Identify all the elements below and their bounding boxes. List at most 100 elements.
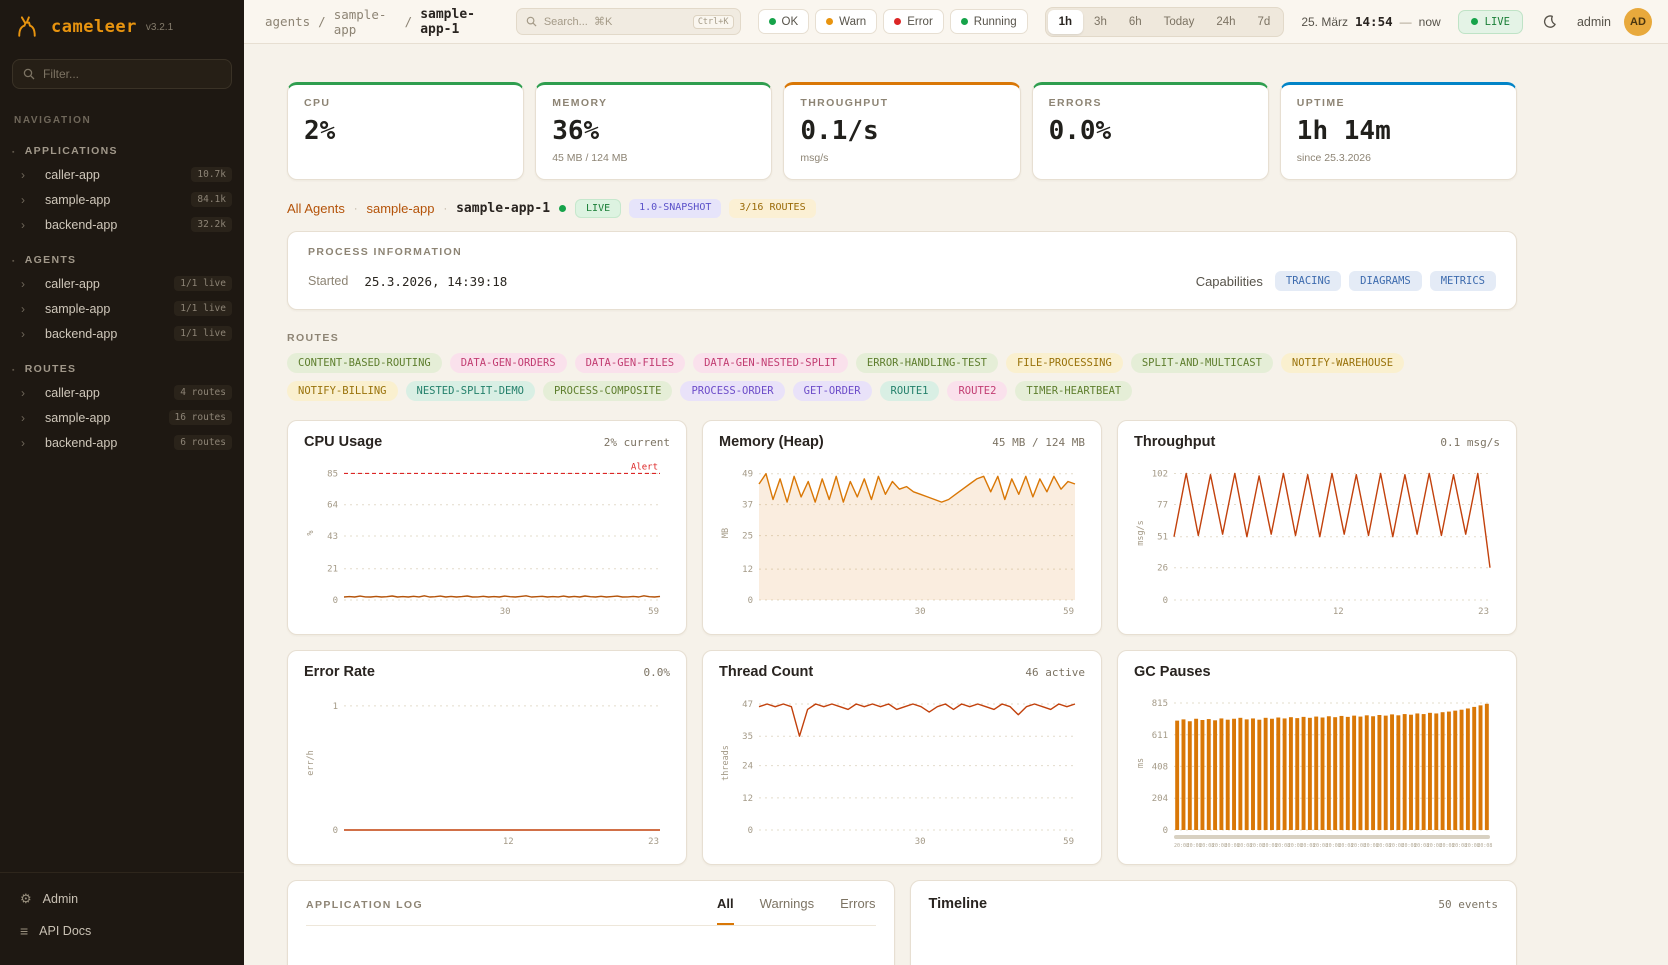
route-chip[interactable]: PROCESS-ORDER xyxy=(680,381,785,401)
route-chip[interactable]: CONTENT-BASED-ROUTING xyxy=(287,353,442,373)
sidebar-item-application[interactable]: caller-app 10.7k xyxy=(0,162,244,187)
svg-text:59: 59 xyxy=(1063,837,1074,847)
api-docs-label: API Docs xyxy=(39,924,92,938)
route-chip[interactable]: PROCESS-COMPOSITE xyxy=(542,381,673,401)
time-range-button[interactable]: 1h xyxy=(1047,9,1084,34)
charts-grid: CPU Usage 2% current 0 21 43 64 85% 30 59 Alert… xyxy=(287,420,1517,865)
svg-text:20:08: 20:08 xyxy=(1313,843,1328,848)
gear-icon xyxy=(20,891,32,907)
app-version: v3.2.1 xyxy=(145,21,174,33)
time-range-button[interactable]: 7d xyxy=(1247,10,1282,34)
app-logo[interactable]: cameleer v3.2.1 xyxy=(0,0,244,49)
chart-plot: 0 12 25 37 49 MB 30 59 xyxy=(719,454,1085,618)
sidebar-item-route[interactable]: sample-app 16 routes xyxy=(0,405,244,430)
section-routes: ROUTES caller-app 4 routes sample-app 16… xyxy=(0,358,244,455)
moon-icon xyxy=(1544,15,1557,28)
live-badge[interactable]: LIVE xyxy=(1457,9,1523,34)
svg-text:85: 85 xyxy=(327,469,338,479)
sidebar-footer: Admin API Docs xyxy=(0,872,244,965)
sidebar-item-application[interactable]: sample-app 84.1k xyxy=(0,187,244,212)
svg-text:20:08: 20:08 xyxy=(1338,843,1353,848)
content-scroll-area[interactable]: CPU 2% MEMORY 36% 45 MB / 124 MB THROUGH… xyxy=(244,44,1668,965)
svg-text:20:08: 20:08 xyxy=(1376,843,1391,848)
svg-text:20:08: 20:08 xyxy=(1212,843,1227,848)
status-filter-chip[interactable]: Error xyxy=(883,9,944,34)
sidebar-item-label: backend-app xyxy=(45,326,118,341)
svg-text:20:08: 20:08 xyxy=(1288,843,1303,848)
route-chip[interactable]: DATA-GEN-ORDERS xyxy=(449,353,567,373)
sidebar-item-agent[interactable]: sample-app 1/1 live xyxy=(0,296,244,321)
time-range-display[interactable]: 25. März 14:54 — now xyxy=(1301,14,1440,29)
breadcrumb-sample-app[interactable]: sample-app xyxy=(333,6,387,37)
stat-value: 2% xyxy=(304,116,336,146)
time-range-button[interactable]: Today xyxy=(1153,10,1206,34)
sidebar-item-badge: 1/1 live xyxy=(174,276,232,291)
sidebar-item-application[interactable]: backend-app 32.2k xyxy=(0,212,244,237)
status-filter-chip[interactable]: Running xyxy=(949,9,1028,34)
svg-text:1: 1 xyxy=(333,702,338,712)
api-docs-link[interactable]: API Docs xyxy=(12,915,232,947)
svg-text:20:08: 20:08 xyxy=(1225,843,1240,848)
svg-text:25: 25 xyxy=(742,532,753,542)
route-chip[interactable]: NESTED-SPLIT-DEMO xyxy=(405,381,535,401)
avatar[interactable]: AD xyxy=(1624,7,1652,36)
routes-title: ROUTES xyxy=(287,332,340,344)
route-chip[interactable]: SPLIT-AND-MULTICAST xyxy=(1130,353,1273,373)
route-chip[interactable]: GET-ORDER xyxy=(792,381,872,401)
section-header-routes[interactable]: ROUTES xyxy=(0,358,244,380)
status-dot-icon xyxy=(826,18,834,25)
stat-label: MEMORY xyxy=(552,97,608,109)
route-chip[interactable]: DATA-GEN-FILES xyxy=(574,353,686,373)
svg-text:20:08: 20:08 xyxy=(1187,843,1202,848)
dark-mode-toggle[interactable] xyxy=(1536,8,1564,36)
time-range-button[interactable]: 3h xyxy=(1083,10,1118,34)
status-filter-chip[interactable]: Warn xyxy=(815,9,878,34)
chart-title: Thread Count xyxy=(719,664,814,680)
time-range-button[interactable]: 24h xyxy=(1205,10,1246,34)
breadcrumb-current: sample-app-1 xyxy=(420,6,475,37)
route-chip[interactable]: NOTIFY-WAREHOUSE xyxy=(1280,353,1405,373)
all-agents-link[interactable]: All Agents xyxy=(287,201,345,216)
log-tab[interactable]: Errors xyxy=(840,896,875,925)
sidebar-item-agent[interactable]: caller-app 1/1 live xyxy=(0,271,244,296)
chart-card: Throughput 0.1 msg/s 0 26 51 77 102 msg/s 12 23 xyxy=(1117,420,1517,635)
sample-app-link[interactable]: sample-app xyxy=(366,201,435,216)
sidebar: cameleer v3.2.1 NAVIGATION APPLICATIONS … xyxy=(0,0,244,965)
section-header-agents[interactable]: AGENTS xyxy=(0,249,244,271)
route-chip[interactable]: ROUTE1 xyxy=(879,381,940,401)
sidebar-item-route[interactable]: caller-app 4 routes xyxy=(0,380,244,405)
svg-text:49: 49 xyxy=(742,470,753,480)
global-search[interactable]: Ctrl+K xyxy=(515,8,741,35)
status-filter-chip[interactable]: OK xyxy=(757,9,810,34)
list-icon xyxy=(20,923,28,939)
breadcrumb-agents[interactable]: agents xyxy=(265,14,311,29)
svg-text:ms: ms xyxy=(1136,758,1146,768)
status-filter-label: Warn xyxy=(839,15,867,28)
sidebar-item-label: backend-app xyxy=(45,217,118,232)
chart-card: CPU Usage 2% current 0 21 43 64 85% 30 59 Alert xyxy=(287,420,687,635)
time-range-button[interactable]: 6h xyxy=(1118,10,1153,34)
route-chip[interactable]: FILE-PROCESSING xyxy=(1005,353,1123,373)
filter-input[interactable] xyxy=(43,67,221,81)
sidebar-item-agent[interactable]: backend-app 1/1 live xyxy=(0,321,244,346)
route-chip[interactable]: TIMER-HEARTBEAT xyxy=(1015,381,1133,401)
admin-link[interactable]: Admin xyxy=(12,883,232,915)
sidebar-item-route[interactable]: backend-app 6 routes xyxy=(0,430,244,455)
search-input[interactable] xyxy=(543,15,686,28)
sidebar-item-label: backend-app xyxy=(45,435,118,450)
live-label: LIVE xyxy=(1484,15,1510,28)
log-tab[interactable]: Warnings xyxy=(760,896,814,925)
chart-card: Thread Count 46 active 0 12 24 35 47 threads 3… xyxy=(702,650,1102,865)
log-tab[interactable]: All xyxy=(717,896,734,925)
chart-plot: 0 1 err/h 12 23 xyxy=(304,684,670,848)
svg-text:20:08: 20:08 xyxy=(1414,843,1429,848)
chevron-right-icon xyxy=(21,386,33,400)
route-chip[interactable]: DATA-GEN-NESTED-SPLIT xyxy=(693,353,848,373)
route-chip[interactable]: ERROR-HANDLING-TEST xyxy=(855,353,998,373)
svg-text:26: 26 xyxy=(1157,564,1168,574)
stats-row: CPU 2% MEMORY 36% 45 MB / 124 MB THROUGH… xyxy=(287,82,1517,180)
route-chip[interactable]: ROUTE2 xyxy=(947,381,1008,401)
route-chip[interactable]: NOTIFY-BILLING xyxy=(287,381,398,401)
section-marker-icon xyxy=(12,363,16,375)
section-header-applications[interactable]: APPLICATIONS xyxy=(0,140,244,162)
